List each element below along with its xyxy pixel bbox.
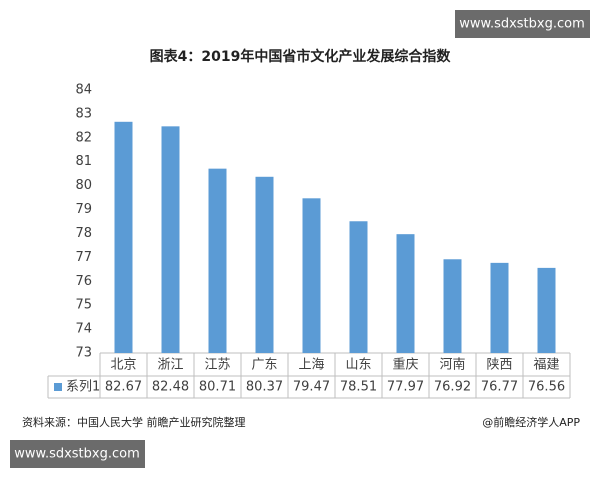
table-value: 78.51 <box>340 380 377 395</box>
bar <box>537 267 556 353</box>
y-tick-label: 81 <box>75 154 92 169</box>
y-tick-label: 79 <box>75 202 92 217</box>
legend-label: 系列1 <box>66 380 100 395</box>
y-tick-label: 78 <box>75 226 92 241</box>
table-value: 76.77 <box>481 380 518 395</box>
x-tick-label: 江苏 <box>204 357 230 373</box>
watermark: www.sdxstbxg.com <box>14 447 140 462</box>
y-tick-label: 74 <box>75 322 92 337</box>
x-tick-label: 山东 <box>345 358 371 373</box>
table-value: 77.97 <box>387 380 424 395</box>
y-tick-label: 75 <box>75 298 92 313</box>
watermark-box <box>455 10 590 38</box>
x-tick-label: 河南 <box>439 357 465 373</box>
table-value: 82.67 <box>105 380 142 395</box>
y-tick-label: 84 <box>75 83 92 98</box>
y-tick-label: 77 <box>75 250 92 265</box>
bar <box>490 262 509 353</box>
y-tick-label: 83 <box>75 106 92 121</box>
x-tick-label: 上海 <box>298 358 324 373</box>
table-value: 76.92 <box>434 380 471 395</box>
y-tick-label: 80 <box>75 178 92 193</box>
table-value: 82.48 <box>152 380 189 395</box>
y-tick-label: 82 <box>75 130 92 145</box>
watermark: www.sdxstbxg.com <box>459 17 585 32</box>
table-value: 80.37 <box>246 380 283 395</box>
x-tick-label: 浙江 <box>157 358 183 373</box>
bar <box>255 176 274 353</box>
bar <box>208 168 227 353</box>
bar <box>349 221 368 353</box>
x-tick-label: 重庆 <box>392 357 418 373</box>
x-tick-label: 广东 <box>251 358 277 373</box>
chart-title: 图表4：2019年中国省市文化产业发展综合指数 <box>150 48 452 65</box>
bar <box>443 259 462 353</box>
bar <box>302 198 321 353</box>
bar <box>114 121 133 353</box>
source: 资料来源：中国人民大学 前瞻产业研究院整理 <box>22 415 246 429</box>
table-value: 76.56 <box>528 380 565 395</box>
bar <box>396 234 415 353</box>
watermark-box <box>10 440 145 468</box>
legend-swatch <box>54 383 62 391</box>
y-tick-label: 76 <box>75 274 92 289</box>
x-tick-label: 福建 <box>533 358 559 373</box>
y-tick-label: 73 <box>75 346 92 361</box>
table-value: 79.47 <box>293 380 330 395</box>
x-tick-label: 陕西 <box>486 358 512 373</box>
x-tick-label: 北京 <box>110 358 136 373</box>
credit: @前瞻经济学人APP <box>482 415 580 429</box>
bar <box>161 126 180 353</box>
table-value: 80.71 <box>199 380 236 395</box>
